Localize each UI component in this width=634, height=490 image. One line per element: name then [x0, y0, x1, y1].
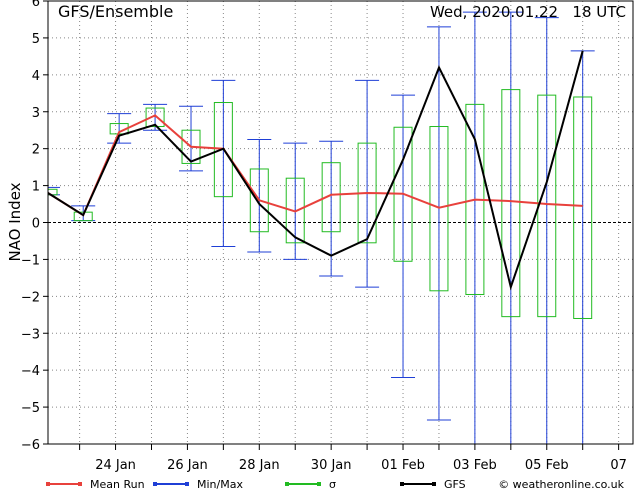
- x-tick-label: 30 Jan: [311, 458, 352, 473]
- run-timestamp: Wed, 2020.01.22 18 UTC: [430, 3, 626, 21]
- x-tick-label: 26 Jan: [167, 458, 208, 473]
- x-tick-label: 24 Jan: [95, 458, 136, 473]
- x-tick-label: 01 Feb: [381, 458, 425, 473]
- sigma-box: [213, 102, 233, 198]
- chart-title: GFS/Ensemble: [58, 2, 173, 21]
- legend-marker-sigma: [285, 482, 289, 486]
- y-tick-label: −2: [21, 290, 40, 305]
- y-tick-label: 2: [32, 143, 40, 158]
- x-tick-labels: 24 Jan 26 Jan 28 Jan 30 Jan 01 Feb 03 Feb 05 F…: [79, 444, 627, 473]
- sigma-box: [501, 89, 521, 318]
- legend-marker-mean: [46, 482, 50, 486]
- x-tick-label: 05 Feb: [525, 458, 569, 473]
- x-tick-label: 03 Feb: [453, 458, 497, 473]
- y-tick-label: 5: [32, 32, 40, 47]
- y-tick-labels: −6 −5 −4 −3 −2 −1 0 1 2 3 4 5 6: [21, 0, 48, 453]
- sigma-box: [573, 96, 593, 319]
- minmax-whiskers: [47, 11, 595, 445]
- y-tick-label: −1: [21, 253, 40, 268]
- y-axis-label: NAO Index: [6, 182, 24, 261]
- sigma-box: [249, 168, 269, 233]
- legend-marker-sigma: [317, 482, 321, 486]
- legend-label-mean: Mean Run: [90, 478, 145, 490]
- legend-marker-minmax: [185, 482, 189, 486]
- y-tick-label: 3: [32, 106, 40, 121]
- y-tick-label: −3: [21, 327, 40, 342]
- y-tick-label: −5: [21, 401, 40, 416]
- mean-run-line: [47, 114, 583, 217]
- y-tick-label: 6: [32, 0, 40, 10]
- legend-label-sigma: σ: [329, 478, 336, 490]
- legend: Mean Run Min/Max σ GFS: [46, 478, 466, 490]
- legend-marker-gfs: [400, 482, 404, 486]
- y-tick-label: 4: [32, 69, 40, 84]
- y-tick-label: −4: [21, 364, 40, 379]
- legend-label-gfs: GFS: [444, 478, 466, 490]
- y-tick-label: 0: [32, 217, 40, 232]
- gfs-line: [47, 50, 584, 291]
- sigma-box: [73, 211, 93, 222]
- x-tick-label: 07: [610, 458, 627, 473]
- x-tick-label: 28 Jan: [239, 458, 280, 473]
- y-tick-label: −6: [21, 438, 40, 453]
- sigma-box: [285, 177, 305, 244]
- legend-label-minmax: Min/Max: [197, 478, 243, 490]
- legend-marker-minmax: [153, 482, 157, 486]
- y-tick-label: 1: [32, 180, 40, 195]
- credit-text: © weatheronline.co.uk: [498, 478, 624, 490]
- sigma-box: [145, 107, 165, 128]
- legend-marker-mean: [78, 482, 82, 486]
- series-lines: [47, 50, 584, 291]
- sigma-box: [321, 162, 341, 233]
- legend-marker-gfs: [432, 482, 436, 486]
- sigma-box: [429, 126, 449, 292]
